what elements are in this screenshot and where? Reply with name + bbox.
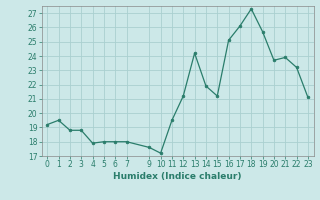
X-axis label: Humidex (Indice chaleur): Humidex (Indice chaleur) bbox=[113, 172, 242, 181]
